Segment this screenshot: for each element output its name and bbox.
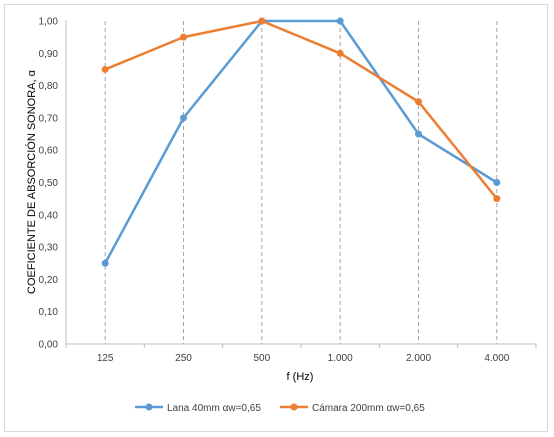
y-tick-label-0: 0,00 [39,340,59,351]
series-0-point-3 [336,17,344,25]
y-axis-title: COEFICIENTE DE ABSORCIÓN SONORA, α [25,69,38,294]
x-tick-label-5: 4.000 [484,353,509,364]
x-axis-title: f (Hz) [287,371,314,383]
y-tick-label-8: 0,80 [39,81,59,92]
series-group [101,17,501,267]
x-tick-labels: 125 250 500 1.000 2.000 4.000 [97,353,510,364]
series-1-point-1 [180,33,187,41]
legend-label-lana: Lana 40mm αw=0,65 [167,403,261,414]
legend-marker-lana [145,403,153,411]
series-1-point-2 [258,17,266,25]
series-0-point-4 [415,130,422,138]
x-tick-label-1: 250 [175,353,192,364]
legend-label-camara: Cámara 200mm αw=0,65 [312,403,425,414]
y-tick-labels: 0,00 0,10 0,20 0,30 0,40 0,50 0,60 0,70 0,80 0,90… [39,17,59,351]
chart-frame [4,4,548,432]
x-tick-label-2: 500 [253,353,270,364]
legend: Lana 40mm αw=0,65 Cámara 200mm αw=0,65 [135,403,425,414]
series-1-point-4 [415,98,422,106]
series-line-0 [104,19,498,264]
y-tick-label-10: 1,00 [39,17,59,28]
y-tick-label-1: 0,10 [39,307,59,318]
y-tick-label-9: 0,90 [39,49,59,60]
series-0-point-5 [493,179,501,186]
y-tick-label-5: 0,50 [39,178,59,189]
legend-marker-camara [290,403,298,411]
series-line-1 [104,19,498,200]
grid-lines [65,21,537,348]
x-tick-label-0: 125 [97,353,114,364]
series-0-point-0 [101,259,109,267]
series-0-point-1 [180,114,187,122]
y-tick-label-3: 0,30 [39,243,59,254]
series-1-point-0 [101,65,109,73]
series-1-point-3 [336,49,344,57]
y-tick-label-4: 0,40 [39,210,59,221]
series-1-point-5 [493,195,501,203]
y-tick-label-6: 0,60 [39,146,59,157]
y-tick-label-2: 0,20 [39,275,59,286]
y-tick-label-7: 0,70 [39,113,59,124]
x-tick-label-3: 1.000 [328,353,353,364]
x-tick-label-4: 2.000 [406,353,431,364]
